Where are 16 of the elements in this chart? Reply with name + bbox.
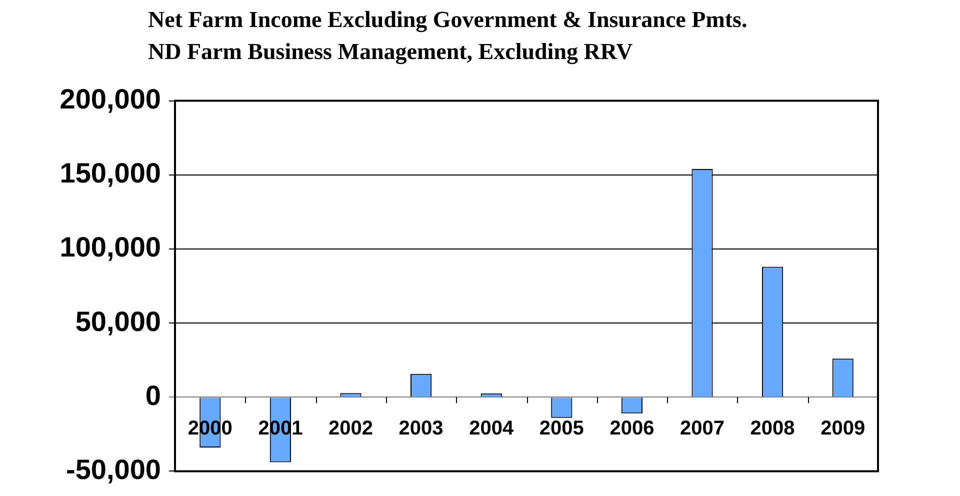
chart-subtitle: ND Farm Business Management, Excluding RRV (148, 38, 634, 66)
x-tick-label: 2008 (750, 418, 795, 440)
x-tick-label: 2007 (680, 418, 724, 440)
x-tick-label: 2006 (610, 418, 654, 440)
y-tick-label: 100,000 (60, 232, 161, 263)
x-tick-label: 2002 (328, 418, 373, 440)
y-tick-label: 50,000 (75, 306, 161, 337)
y-tick-label: 0 (145, 380, 161, 411)
y-tick-label: 150,000 (60, 158, 161, 189)
x-tick-label: 2004 (469, 418, 514, 440)
x-tick-label: 2009 (820, 418, 866, 440)
y-tick-label: -50,000 (66, 454, 161, 485)
x-tick-label: 2005 (539, 418, 584, 440)
y-tick-label: 200,000 (60, 84, 161, 115)
chart-title: Net Farm Income Excluding Government & Insurance Pmts. (148, 6, 748, 34)
x-tick-label: 2003 (398, 418, 444, 440)
